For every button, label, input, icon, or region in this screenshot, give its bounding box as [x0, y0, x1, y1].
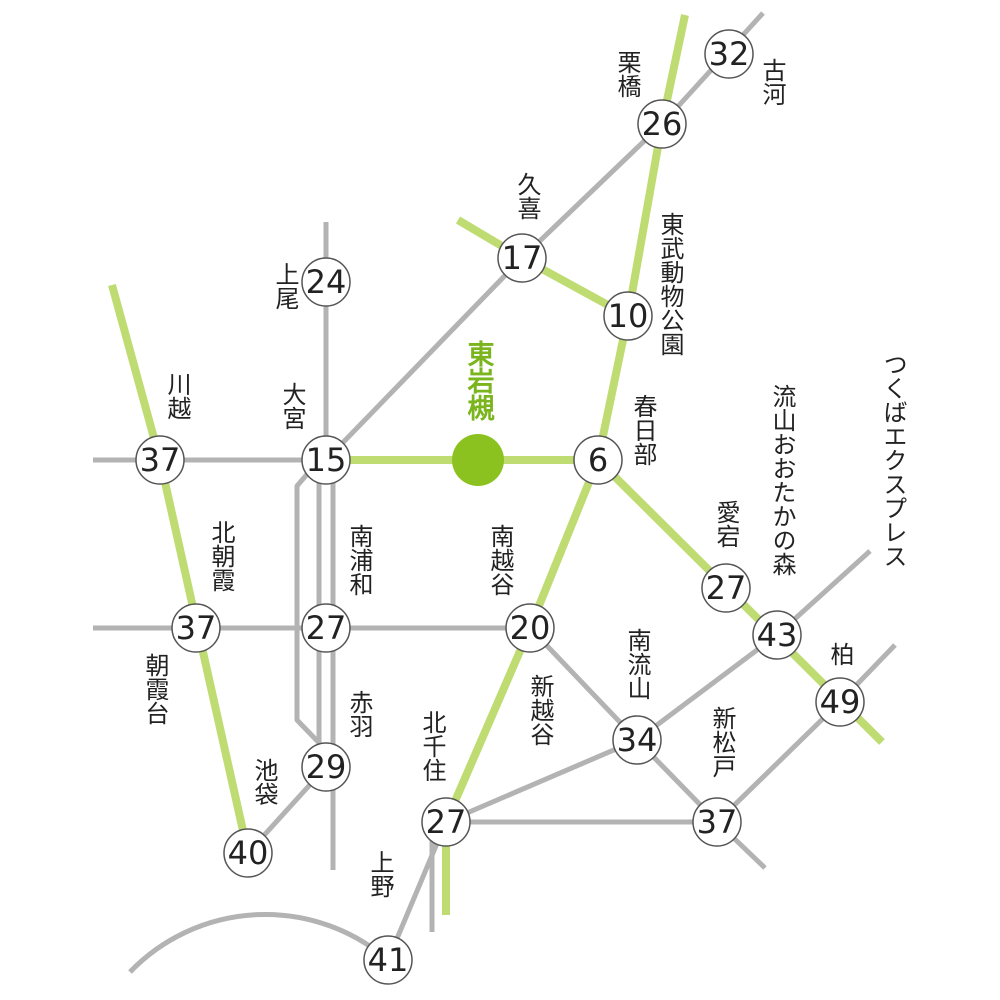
station-minutes: 37	[697, 803, 738, 841]
origin-marker	[452, 434, 504, 486]
station-node-ageo: 24	[301, 257, 351, 307]
station-node-kuki: 17	[497, 233, 547, 283]
station-label-kurihashi: 栗橋	[613, 50, 641, 98]
station-minutes: 27	[426, 803, 467, 841]
station-minutes: 15	[306, 441, 347, 479]
station-minutes: 41	[368, 941, 409, 979]
station-minutes: 17	[502, 239, 543, 277]
origin-label: 東岩槻	[463, 340, 496, 422]
station-node-kasukabe: 6	[573, 435, 623, 485]
station-node-omiya: 15	[301, 435, 351, 485]
line-minaminagareyama-otakanomori	[635, 633, 779, 742]
station-node-koga: 32	[704, 29, 754, 79]
line-tojo	[156, 459, 252, 854]
station-node-shin-matsudo: 37	[692, 797, 742, 847]
line-minamikoshigaya-kitasenju	[442, 626, 534, 824]
station-node-minami-nagareyama: 34	[612, 715, 662, 765]
station-node-kita-senju: 27	[421, 797, 471, 847]
station-node-minami-urawa: 27	[301, 603, 351, 653]
station-minutes: 27	[306, 609, 347, 647]
station-label-minami-koshigaya: 南越谷	[486, 524, 514, 596]
line-minamikoshigaya-minaminagareyama	[528, 626, 639, 742]
station-label-kuki: 久喜	[513, 172, 541, 220]
station-label-nagareyama-otakanomori: 流山おおたかの森	[768, 384, 796, 576]
line-tojo-north	[108, 283, 164, 462]
line-kitasenju-minaminagareyama	[445, 737, 638, 825]
station-minutes: 24	[306, 263, 347, 301]
station-node-kawagoe: 37	[135, 435, 185, 485]
line-shinmatsudo-kashiwa	[715, 700, 842, 824]
station-node-tobu-dobutsu-koen: 10	[603, 291, 653, 341]
station-minutes: 43	[757, 616, 798, 654]
station-label-ikebukuro: 池袋	[250, 758, 278, 806]
station-label-shin-matsudo: 新松戸	[708, 706, 736, 778]
station-node-kita-asaka: 37	[171, 603, 221, 653]
station-node-minami-koshigaya: 20	[505, 603, 555, 653]
station-label-kita-asaka: 北朝霞	[207, 520, 235, 592]
station-minutes: 37	[176, 609, 217, 647]
station-label-ueno: 上野	[366, 850, 394, 898]
station-label-minami-urawa: 南浦和	[345, 524, 373, 596]
station-node-ueno: 41	[363, 935, 413, 985]
station-label-shin-koshigaya: 新越谷	[526, 674, 554, 746]
line-kasukabe-minamikoshigaya	[526, 458, 602, 630]
line-saikyo	[294, 464, 328, 752]
station-label-minami-nagareyama: 南流山	[623, 628, 651, 700]
station-label-tobu-dobutsu-koen: 東武動物公園	[656, 212, 684, 356]
station-minutes: 32	[709, 35, 750, 73]
station-label-ageo: 上尾	[271, 262, 299, 310]
station-label-asakadai: 朝霞台	[141, 653, 169, 725]
station-minutes: 10	[608, 297, 649, 335]
station-minutes: 29	[306, 748, 347, 786]
station-node-ikebukuro: 40	[223, 828, 273, 878]
station-minutes: 40	[228, 834, 269, 872]
station-minutes: 26	[642, 105, 683, 143]
station-node-nagareyama-otakanomori: 43	[752, 610, 802, 660]
station-minutes: 34	[617, 721, 658, 759]
line-kitasenju-ueno	[385, 821, 449, 961]
station-label-akabane: 赤羽	[345, 690, 373, 738]
station-minutes: 20	[510, 609, 551, 647]
line-kuki-kurihashi	[520, 122, 664, 260]
station-minutes: 49	[820, 683, 861, 721]
station-node-kashiwa: 49	[815, 677, 865, 727]
station-label-kasukabe: 春日部	[629, 394, 657, 466]
station-node-fujinomiya: 27	[701, 563, 751, 613]
station-label-fujinomiya: 愛宕	[712, 500, 740, 548]
station-label-tsukuba-express: つくばエクスプレス	[879, 352, 907, 568]
line-tobu-kurihashi-dobutsukoen	[624, 123, 666, 317]
line-yamanote-arc	[128, 912, 390, 974]
station-node-kurihashi: 26	[637, 99, 687, 149]
station-labels: 古河 栗橋 久喜 東武動物公園 上尾 大宮 川越 春日部 北朝霞 朝霞台 南浦和…	[141, 50, 907, 898]
station-label-omiya: 大宮	[278, 382, 306, 430]
station-label-kita-senju: 北千住	[418, 710, 446, 782]
station-minutes: 27	[706, 569, 747, 607]
station-label-kashiwa: 柏	[826, 642, 854, 666]
station-node-akabane: 29	[301, 742, 351, 792]
station-label-kawagoe: 川越	[163, 372, 191, 420]
station-label-koga: 古河	[758, 58, 786, 106]
station-minutes: 37	[140, 441, 181, 479]
station-nodes: 32 26 17 10 24 15 37 6	[135, 29, 865, 985]
station-minutes: 6	[588, 441, 608, 479]
line-omiya-kuki	[324, 256, 524, 462]
